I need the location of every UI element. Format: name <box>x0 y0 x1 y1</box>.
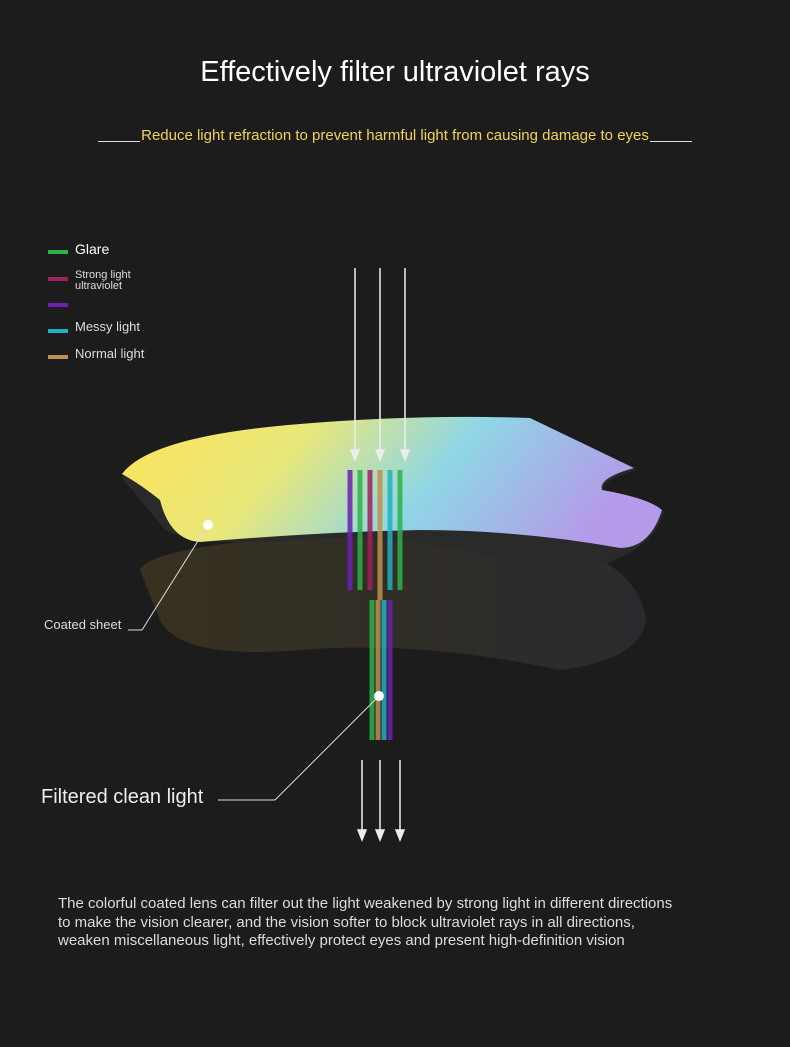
legend-item: Strong light ultraviolet <box>75 270 131 292</box>
subtitle: Reduce light refraction to prevent harmf… <box>0 127 790 144</box>
subtitle-text: Reduce light refraction to prevent harmf… <box>141 127 649 144</box>
legend-label: ultraviolet <box>75 280 123 292</box>
callout-dot <box>203 520 213 530</box>
legend-item: Normal light <box>75 346 145 361</box>
description: The colorful coated lens can filter out … <box>58 895 672 951</box>
callout-label: Filtered clean light <box>41 786 204 808</box>
legend-label: Normal light <box>75 346 145 361</box>
arrows <box>349 268 411 843</box>
legend-swatches <box>48 250 68 359</box>
callout-label: Coated sheet <box>44 617 122 632</box>
title: Effectively filter ultraviolet rays <box>200 56 590 88</box>
description-line: weaken miscellaneous light, effectively … <box>58 932 625 949</box>
callout-lines <box>128 524 380 801</box>
light-beams <box>347 470 403 740</box>
description-line: The colorful coated lens can filter out … <box>58 895 673 912</box>
callout-dot <box>374 691 384 701</box>
legend-item: Messy light <box>75 319 141 334</box>
legend-label: Messy light <box>75 319 141 334</box>
description-line: to make the vision clearer, and the visi… <box>58 913 635 931</box>
lower-lens <box>140 528 646 670</box>
legend-label: Glare <box>75 241 110 257</box>
legend-item: Glare <box>75 241 110 257</box>
legend-label: Strong light <box>75 269 131 281</box>
